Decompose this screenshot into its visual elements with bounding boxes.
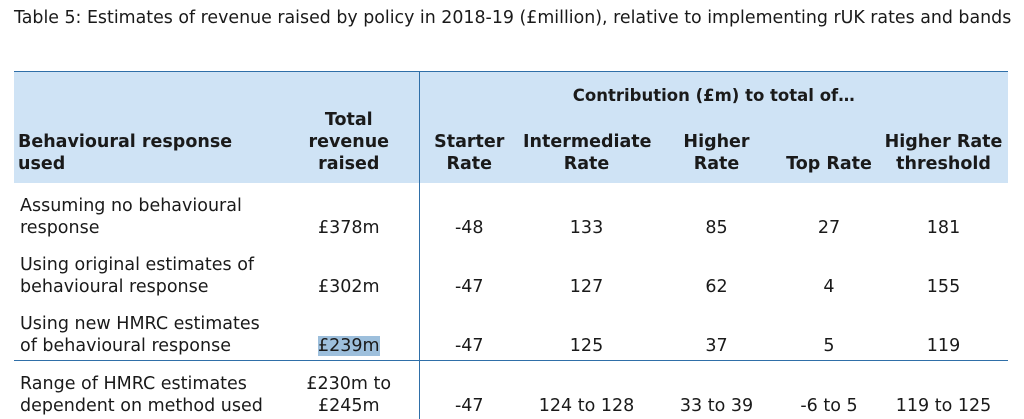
higher-rate-threshold-cell: 119 [926, 335, 961, 356]
intermediate-rate-cell: 125 [569, 335, 604, 356]
col-header-higher-rate: Higher Rate [654, 109, 779, 183]
total-revenue-cell: £302m [279, 242, 420, 301]
table-row: Range of HMRC estimates dependent on met… [14, 359, 1009, 419]
col-header-higher-rate-threshold: Higher Rate threshold [879, 109, 1009, 183]
header-blank-cell [14, 71, 279, 109]
row-label: Range of HMRC estimates dependent on met… [14, 359, 279, 419]
higher-rate-cell: 62 [705, 277, 728, 297]
table-row: Assuming no behavioural response £378m -… [14, 183, 1008, 242]
higher-rate-threshold-cell: 181 [926, 218, 961, 238]
starter-rate-cell: -47 [454, 335, 484, 356]
row-label: Using original estimates of behavioural … [20, 255, 255, 297]
table-caption: Table 5: Estimates of revenue raised by … [14, 8, 1012, 28]
higher-rate-cell: 37 [705, 335, 728, 356]
group-header-row: Contribution (£m) to total of… [14, 71, 1009, 109]
top-rate-cell: 5 [823, 335, 835, 356]
top-rate-cell: 4 [823, 277, 835, 297]
row-label: Assuming no behavioural response [20, 196, 242, 238]
intermediate-rate-cell: 124 to 128 [519, 359, 654, 419]
row-label: Using new HMRC estimates of behavioural … [20, 313, 260, 356]
starter-rate-cell: -48 [454, 218, 484, 238]
top-rate-cell: -6 to 5 [779, 359, 879, 419]
col-header-intermediate-rate: Intermediate Rate [519, 109, 654, 183]
starter-rate-cell: -47 [454, 277, 484, 297]
total-revenue-cell: £378m [279, 183, 420, 242]
col-header-behavioural-response: Behavioural response used [14, 109, 279, 183]
total-revenue-cell: £239m [279, 301, 420, 360]
higher-rate-threshold-cell: 119 to 125 [879, 359, 1009, 419]
header-blank-cell [279, 71, 420, 109]
contribution-group-header: Contribution (£m) to total of… [419, 71, 1009, 109]
col-header-starter-rate: Starter Rate [419, 109, 519, 183]
total-revenue-cell: £230m to £245m [279, 359, 420, 419]
higher-rate-threshold-cell: 155 [926, 277, 961, 297]
higher-rate-cell: 33 to 39 [654, 359, 779, 419]
column-header-row: Behavioural response used Total revenue … [14, 109, 1009, 183]
starter-rate-cell: -47 [419, 359, 519, 419]
highlighted-value: £239m [317, 335, 380, 356]
intermediate-rate-cell: 133 [569, 218, 604, 238]
table-row: Using new HMRC estimates of behavioural … [14, 301, 1008, 360]
col-header-top-rate: Top Rate [779, 109, 879, 183]
table-row: Using original estimates of behavioural … [14, 242, 1008, 301]
higher-rate-cell: 85 [705, 218, 728, 238]
revenue-table: Contribution (£m) to total of… Behaviour… [14, 71, 1009, 419]
col-header-total-revenue: Total revenue raised [279, 109, 420, 183]
intermediate-rate-cell: 127 [569, 277, 604, 297]
top-rate-cell: 27 [817, 218, 841, 238]
